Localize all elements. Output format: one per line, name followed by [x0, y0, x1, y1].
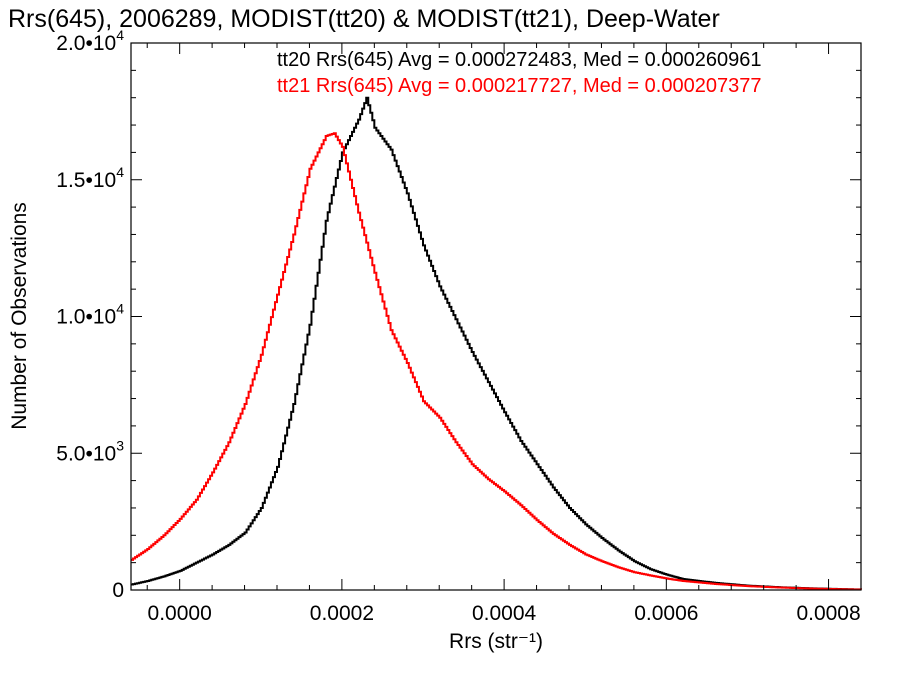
legend-entry-tt21: tt21 Rrs(645) Avg = 0.000217727, Med = 0…: [277, 75, 761, 97]
y-tick-label: 2.0•104: [56, 27, 124, 55]
y-tick-label: 0: [112, 579, 124, 602]
x-tick-label: 0.0006: [634, 602, 698, 625]
x-tick-label: 0.0002: [310, 602, 374, 625]
x-axis: 0.0000 0.0002 0.0004 0.0006 0.0008: [146, 43, 862, 625]
y-tick-label: 1.5•104: [56, 164, 124, 192]
y-tick-label: 1.0•104: [56, 301, 124, 329]
x-axis-label: Rrs (str⁻¹): [449, 630, 543, 653]
series-line-tt20: [131, 96, 862, 591]
x-tick-label: 0.0000: [148, 602, 212, 625]
y-axis-label: Number of Observations: [8, 202, 31, 430]
x-tick-label: 0.0008: [796, 602, 860, 625]
series-layer: [131, 96, 862, 591]
legend: tt20 Rrs(645) Avg = 0.000272483, Med = 0…: [277, 49, 761, 97]
chart-title: Rrs(645), 2006289, MODIST(tt20) & MODIST…: [8, 5, 720, 33]
x-tick-label: 0.0004: [472, 602, 537, 625]
series-line-tt21: [131, 132, 862, 591]
legend-entry-tt20: tt20 Rrs(645) Avg = 0.000272483, Med = 0…: [277, 49, 761, 71]
plot-frame: [130, 42, 862, 591]
y-axis: 0 5.0•103 1.0•104 1.5•104 2.0•104: [56, 27, 861, 602]
y-tick-label: 5.0•103: [56, 437, 124, 465]
